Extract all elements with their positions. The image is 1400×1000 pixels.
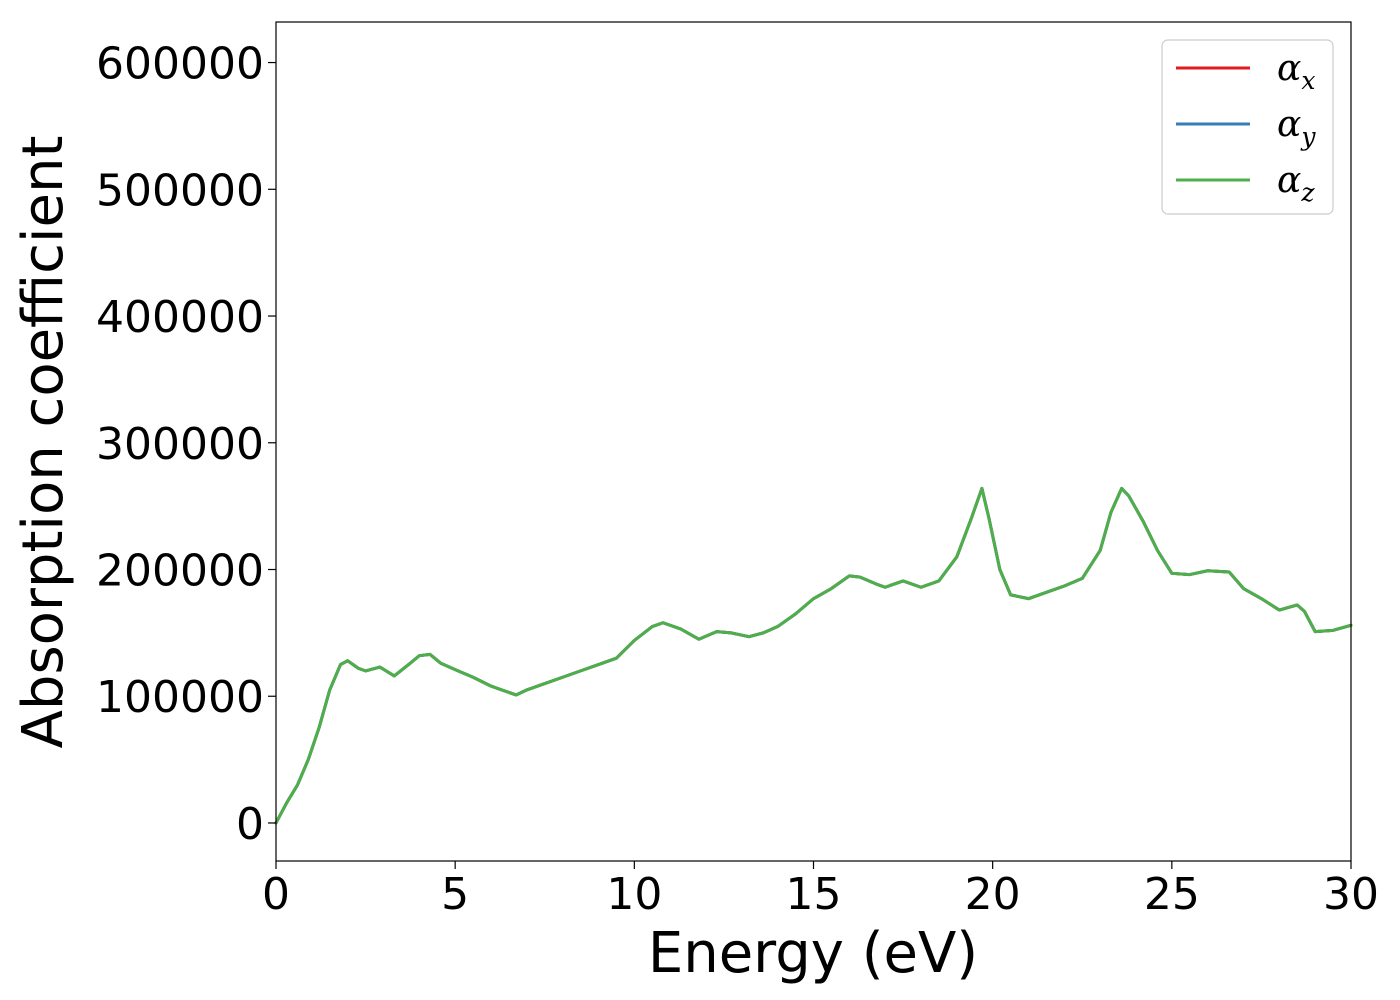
- x-tick-label: 30: [1323, 869, 1379, 920]
- series-line-3: [274, 486, 1353, 825]
- legend-label-subscript: x: [1301, 66, 1315, 95]
- x-tick-label: 25: [1144, 869, 1200, 920]
- plot-area: [274, 21, 1353, 862]
- x-tick-label: 5: [441, 869, 469, 920]
- y-axis: 0 100000 200000 300000 400000 500000 600000: [96, 39, 276, 850]
- legend-label-subscript: y: [1300, 122, 1316, 151]
- x-tick-label: 20: [965, 869, 1021, 920]
- x-tick-label: 15: [786, 869, 842, 920]
- y-tick-label: 200000: [96, 546, 264, 597]
- x-axis-label: Energy (eV): [648, 921, 978, 986]
- y-tick-label: 600000: [96, 39, 264, 90]
- legend-box: [1161, 39, 1334, 215]
- legend-label-subscript: z: [1300, 178, 1315, 207]
- y-tick-label: 100000: [96, 672, 264, 723]
- x-axis: 0 5 10 15 20 25 30: [262, 861, 1379, 920]
- x-tick-label: 0: [262, 869, 290, 920]
- y-axis-label: Absorption coefficient: [11, 136, 76, 749]
- y-tick-label: 500000: [96, 165, 264, 216]
- y-tick-label: 400000: [96, 292, 264, 343]
- y-tick-label: 300000: [96, 419, 264, 470]
- x-tick-label: 10: [606, 869, 662, 920]
- y-tick-label: 0: [236, 799, 264, 850]
